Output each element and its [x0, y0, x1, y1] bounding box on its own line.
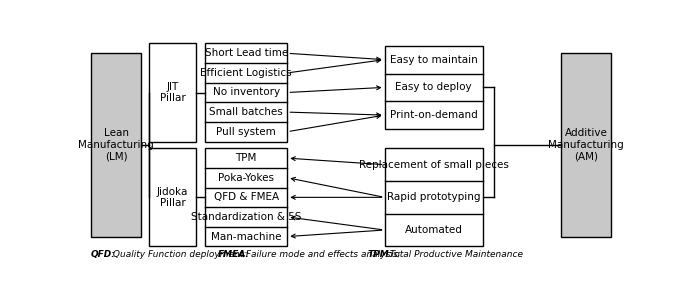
Text: Quality Function deployment;: Quality Function deployment; — [110, 250, 249, 259]
Bar — [561, 53, 611, 237]
Text: Man-machine: Man-machine — [211, 231, 282, 242]
Bar — [149, 44, 196, 141]
Bar — [205, 44, 288, 141]
Text: QFD:: QFD: — [91, 250, 116, 259]
Text: Additive
Manufacturing
(AM): Additive Manufacturing (AM) — [548, 128, 624, 162]
Text: Small batches: Small batches — [210, 107, 283, 117]
Text: Easy to maintain: Easy to maintain — [390, 55, 477, 65]
Text: Poka-Yokes: Poka-Yokes — [219, 173, 274, 183]
Bar — [149, 148, 196, 246]
Text: JIT
Pillar: JIT Pillar — [160, 82, 186, 103]
Text: Easy to deploy: Easy to deploy — [395, 82, 472, 92]
Text: Pull system: Pull system — [216, 127, 276, 137]
Text: Jidoka
Pillar: Jidoka Pillar — [157, 186, 188, 208]
Text: Efficient Logistics: Efficient Logistics — [201, 68, 292, 78]
Text: Rapid prototyping: Rapid prototyping — [387, 192, 480, 202]
Text: Replacement of small pieces: Replacement of small pieces — [359, 160, 508, 170]
Bar — [205, 148, 288, 246]
Text: Failure mode and effects analysis;: Failure mode and effects analysis; — [243, 250, 403, 259]
Text: Lean
Manufacturing
(LM): Lean Manufacturing (LM) — [78, 128, 154, 162]
Text: FMEA:: FMEA: — [218, 250, 250, 259]
Text: TPM: TPM — [236, 153, 257, 163]
Bar — [384, 46, 483, 129]
Text: Standardization & 5S: Standardization & 5S — [191, 212, 301, 222]
Text: Short Lead time: Short Lead time — [205, 48, 288, 58]
Bar — [384, 148, 483, 246]
Text: No inventory: No inventory — [212, 88, 279, 97]
Text: Automated: Automated — [405, 225, 462, 235]
Text: TPM:: TPM: — [367, 250, 393, 259]
Text: Total Productive Maintenance: Total Productive Maintenance — [387, 250, 523, 259]
Text: Print-on-demand: Print-on-demand — [390, 110, 477, 120]
Text: QFD & FMEA: QFD & FMEA — [214, 192, 279, 202]
Bar — [91, 53, 141, 237]
